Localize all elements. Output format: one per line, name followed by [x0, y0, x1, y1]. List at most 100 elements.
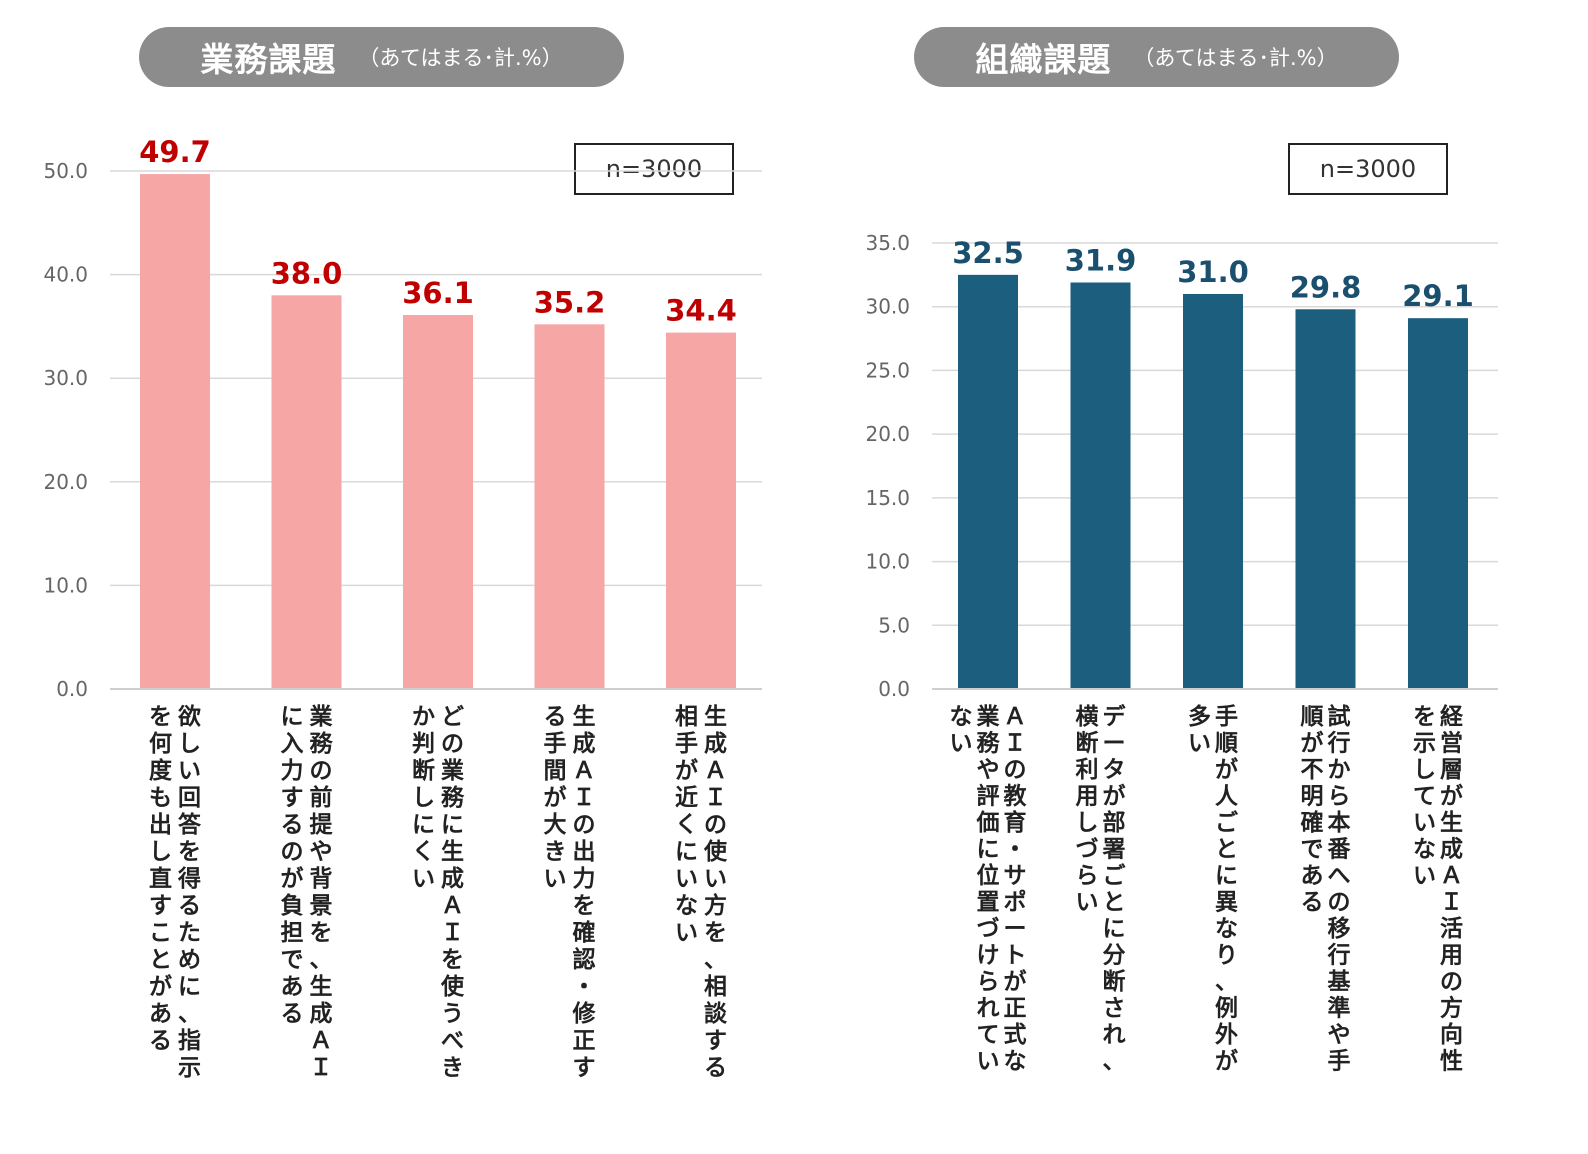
category-char: 断 — [1103, 968, 1126, 995]
category-char: 基 — [1328, 969, 1352, 995]
category-char: 方 — [704, 892, 727, 919]
category-char: Ｉ — [310, 1055, 333, 1081]
category-char: で — [1301, 837, 1324, 863]
category-char: を — [178, 839, 201, 865]
category-char: 修 — [572, 1000, 597, 1027]
category-char: 利 — [1076, 757, 1099, 783]
category-char: 欲 — [177, 703, 201, 730]
x-category-label: データが部署ごとに分断され、横断利用しづらい — [1076, 703, 1127, 1075]
category-char: あ — [149, 1001, 172, 1027]
category-char: な — [675, 893, 698, 919]
category-char: 生 — [310, 974, 333, 1000]
category-char: ・ — [573, 974, 596, 1000]
category-char: 談 — [704, 1000, 728, 1027]
category-char: 手 — [1215, 704, 1238, 730]
chart-subtitle: （あてはまる･計.%） — [358, 46, 563, 70]
category-char: 正 — [573, 1028, 596, 1054]
category-char: 業 — [976, 703, 1001, 730]
category-char: い — [704, 866, 727, 892]
data-label: 35.2 — [534, 285, 606, 319]
category-char: を — [310, 920, 333, 946]
category-char: 、 — [1103, 1049, 1126, 1075]
y-tick-label: 40.0 — [43, 263, 88, 287]
y-tick-label: 10.0 — [43, 573, 88, 597]
y-tick-label: 50.0 — [43, 159, 88, 183]
x-category-label: ＡＩの教育・サポートが正式な業務や評価に位置づけられていない — [950, 703, 1028, 1075]
y-tick-label: 25.0 — [865, 358, 910, 382]
category-char: を — [149, 704, 172, 730]
category-char: い — [1188, 731, 1211, 757]
x-category-label: 手順が人ごとに異なり、例外が多い — [1188, 703, 1239, 1075]
category-char: ー — [1004, 916, 1027, 942]
category-char: 近 — [675, 785, 698, 811]
x-category-label: どの業務に生成ＡＩを使うべき か判断しにくい — [412, 704, 465, 1081]
category-char: の — [310, 758, 333, 784]
chart-title: 業務課題 — [200, 40, 337, 79]
y-tick-label: 30.0 — [43, 366, 88, 390]
category-char: 例 — [1215, 996, 1238, 1022]
data-label: 31.0 — [1177, 255, 1249, 289]
category-char: Ａ — [573, 758, 596, 784]
category-char: こ — [149, 920, 172, 946]
category-char: 手 — [544, 731, 567, 757]
category-char: る — [704, 1055, 727, 1081]
bar — [140, 174, 210, 689]
category-char: Ａ — [704, 758, 727, 784]
category-char: 準 — [1328, 995, 1351, 1022]
bar — [1295, 309, 1356, 689]
category-char: 不 — [1301, 757, 1324, 783]
category-char: 務 — [977, 730, 1001, 757]
category-char: 示 — [178, 1055, 201, 1081]
category-char: の — [441, 731, 464, 757]
category-char: 使 — [703, 839, 728, 865]
category-char: ー — [1103, 731, 1126, 757]
category-char: れ — [1103, 1022, 1126, 1048]
category-char: や — [977, 757, 1000, 783]
category-char: Ａ — [441, 893, 464, 919]
category-char: 式 — [1004, 1022, 1027, 1048]
y-tick-label: 0.0 — [56, 677, 88, 701]
category-char: 相 — [675, 704, 698, 730]
category-char: 外 — [1215, 1021, 1238, 1048]
category-char: る — [178, 893, 201, 919]
category-char: 分 — [1103, 943, 1126, 969]
category-char: ポ — [1004, 889, 1027, 916]
category-char: う — [441, 1001, 464, 1027]
category-char: が — [1215, 756, 1238, 783]
category-char: る — [149, 1028, 172, 1054]
category-char: の — [1328, 890, 1351, 916]
category-char: し — [149, 839, 172, 865]
category-char: か — [412, 704, 435, 730]
category-char: べ — [441, 1028, 464, 1054]
x-category-label: 生成ＡＩの使い方を、相談する相手が近くにいない — [675, 704, 728, 1081]
category-char: Ａ — [1004, 704, 1027, 730]
category-char: 用 — [1076, 784, 1099, 810]
sample-size-box: n=3000 — [574, 143, 734, 195]
category-char: あ — [1301, 863, 1324, 889]
bar — [958, 274, 1018, 689]
x-category-label: 欲しい回答を得るために、指示を何度も出し直すことがある — [149, 703, 202, 1081]
category-char: を — [441, 947, 464, 973]
category-char: い — [1413, 863, 1436, 889]
bar — [403, 315, 473, 689]
category-char: 示 — [1413, 731, 1436, 757]
category-char: き — [441, 1055, 464, 1081]
category-char: 育 — [1004, 809, 1027, 836]
category-char: へ — [1328, 863, 1351, 889]
category-char: 背 — [310, 866, 333, 892]
category-char: を — [1413, 704, 1436, 730]
category-char: ト — [1004, 943, 1027, 969]
category-char: 確 — [1301, 809, 1324, 836]
chart-title: 組織課題 — [975, 40, 1112, 79]
category-char: 、 — [178, 1001, 201, 1027]
category-char: 、 — [1215, 969, 1238, 995]
category-char: ら — [1328, 784, 1351, 810]
category-char: 力 — [573, 866, 596, 892]
category-char: い — [1076, 890, 1099, 916]
category-char: 用 — [1440, 943, 1463, 969]
category-char: が — [1440, 783, 1463, 810]
category-char: し — [412, 785, 435, 811]
category-char: に — [178, 974, 201, 1000]
category-char: な — [950, 704, 973, 730]
chart-panel-organization: 組織課題 （あてはまる･計.%） n=3000 0.0 5.0 10.0 15.0 20… — [794, 0, 1588, 1154]
